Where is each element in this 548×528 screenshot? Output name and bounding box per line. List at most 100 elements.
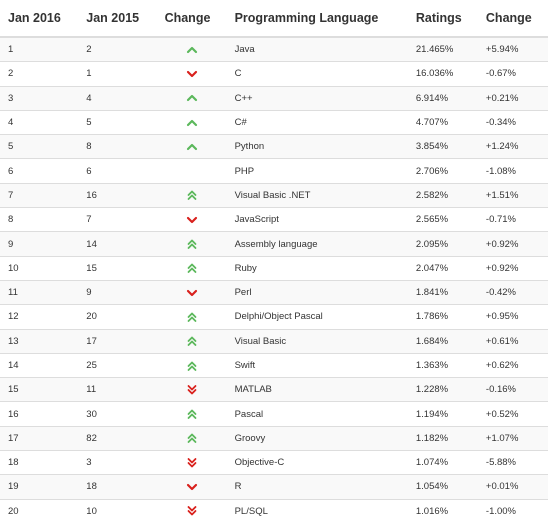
chevron-down-icon [186,68,198,80]
rank-jan-2015: 6 [78,158,157,184]
rank-jan-2015: 4 [78,85,157,111]
rank-jan-2016: 16 [0,401,79,427]
rating-value: 1.074% [407,450,478,475]
trend-cell [156,304,227,330]
rank-jan-2015: 82 [78,425,157,451]
chevron-up-icon [186,117,198,129]
table-row: 16 30 Pascal 1.194% +0.52% [0,401,548,427]
table-header: Jan 2016 Jan 2015 Change Programming Lan… [0,0,548,38]
chevron-up-icon [186,44,198,56]
rank-jan-2016: 13 [0,328,79,354]
rank-jan-2015: 8 [78,134,157,159]
trend-cell [156,450,227,475]
rating-value: 2.095% [407,231,478,257]
chevron-up-icon [186,92,198,104]
header-row: Jan 2016 Jan 2015 Change Programming Lan… [0,0,548,38]
table-row: 3 4 C++ 6.914% +0.21% [0,85,548,111]
rank-jan-2016: 15 [0,377,79,402]
language-name: Assembly language [226,231,408,257]
rank-jan-2015: 18 [78,474,157,500]
header-programming-language[interactable]: Programming Language [226,0,408,38]
rating-value: 1.228% [407,377,478,402]
trend-cell [156,109,227,135]
rating-value: 1.684% [407,328,478,354]
change-value: +0.01% [477,474,548,500]
change-value: +1.07% [477,425,548,451]
change-value: +0.92% [477,255,548,281]
header-change-trend[interactable]: Change [156,0,227,38]
change-value: -1.08% [477,158,548,184]
trend-cell [156,158,227,184]
double-chevron-up-icon [186,262,198,274]
trend-cell [156,207,227,232]
table-row: 19 18 R 1.054% +0.01% [0,474,548,500]
language-name: Groovy [226,425,408,451]
rank-jan-2016: 8 [0,207,79,232]
language-name: MATLAB [226,377,408,402]
rank-jan-2016: 14 [0,352,79,378]
table-row: 11 9 Perl 1.841% -0.42% [0,279,548,305]
change-value: +0.21% [477,85,548,111]
rank-jan-2016: 9 [0,231,79,257]
double-chevron-down-icon [186,457,198,469]
rank-jan-2016: 19 [0,474,79,500]
rank-jan-2016: 17 [0,425,79,451]
language-name: R [226,474,408,500]
rank-jan-2015: 11 [78,377,157,402]
language-name: PL/SQL [226,498,408,523]
table-row: 4 5 C# 4.707% -0.34% [0,109,548,135]
header-ratings[interactable]: Ratings [407,0,478,38]
header-jan-2015[interactable]: Jan 2015 [78,0,157,38]
rank-jan-2015: 20 [78,304,157,330]
change-value: -0.67% [477,61,548,87]
language-name: Perl [226,279,408,305]
rank-jan-2016: 5 [0,134,79,159]
rating-value: 1.194% [407,401,478,427]
trend-cell [156,134,227,159]
rank-jan-2015: 17 [78,328,157,354]
change-value: -0.16% [477,377,548,402]
language-name: Visual Basic [226,328,408,354]
table-row: 8 7 JavaScript 2.565% -0.71% [0,207,548,232]
trend-cell [156,425,227,451]
change-value: -0.34% [477,109,548,135]
language-name: Visual Basic .NET [226,182,408,208]
language-name: Objective-C [226,450,408,475]
rank-jan-2015: 15 [78,255,157,281]
table-row: 17 82 Groovy 1.182% +1.07% [0,425,548,451]
rating-value: 1.054% [407,474,478,500]
table-row: 13 17 Visual Basic 1.684% +0.61% [0,328,548,354]
rank-jan-2015: 2 [78,36,157,62]
change-value: +0.61% [477,328,548,354]
language-name: C++ [226,85,408,111]
rank-jan-2016: 12 [0,304,79,330]
header-change[interactable]: Change [477,0,548,38]
rank-jan-2016: 10 [0,255,79,281]
rank-jan-2016: 7 [0,182,79,208]
change-value: +0.62% [477,352,548,378]
trend-cell [156,61,227,87]
rating-value: 1.786% [407,304,478,330]
change-value: +0.95% [477,304,548,330]
rank-jan-2016: 11 [0,279,79,305]
table-row: 7 16 Visual Basic .NET 2.582% +1.51% [0,182,548,208]
chevron-up-icon [186,141,198,153]
double-chevron-up-icon [186,189,198,201]
change-value: -1.00% [477,498,548,523]
double-chevron-down-icon [186,505,198,517]
change-value: +0.52% [477,401,548,427]
table-row: 2 1 C 16.036% -0.67% [0,61,548,87]
chevron-down-icon [186,287,198,299]
header-jan-2016[interactable]: Jan 2016 [0,0,79,38]
trend-cell [156,85,227,111]
trend-cell [156,36,227,62]
language-name: Python [226,134,408,159]
rank-jan-2016: 18 [0,450,79,475]
trend-cell [156,352,227,378]
rank-jan-2015: 3 [78,450,157,475]
trend-cell [156,401,227,427]
rank-jan-2016: 1 [0,36,79,62]
rating-value: 16.036% [407,61,478,87]
chevron-down-icon [186,481,198,493]
